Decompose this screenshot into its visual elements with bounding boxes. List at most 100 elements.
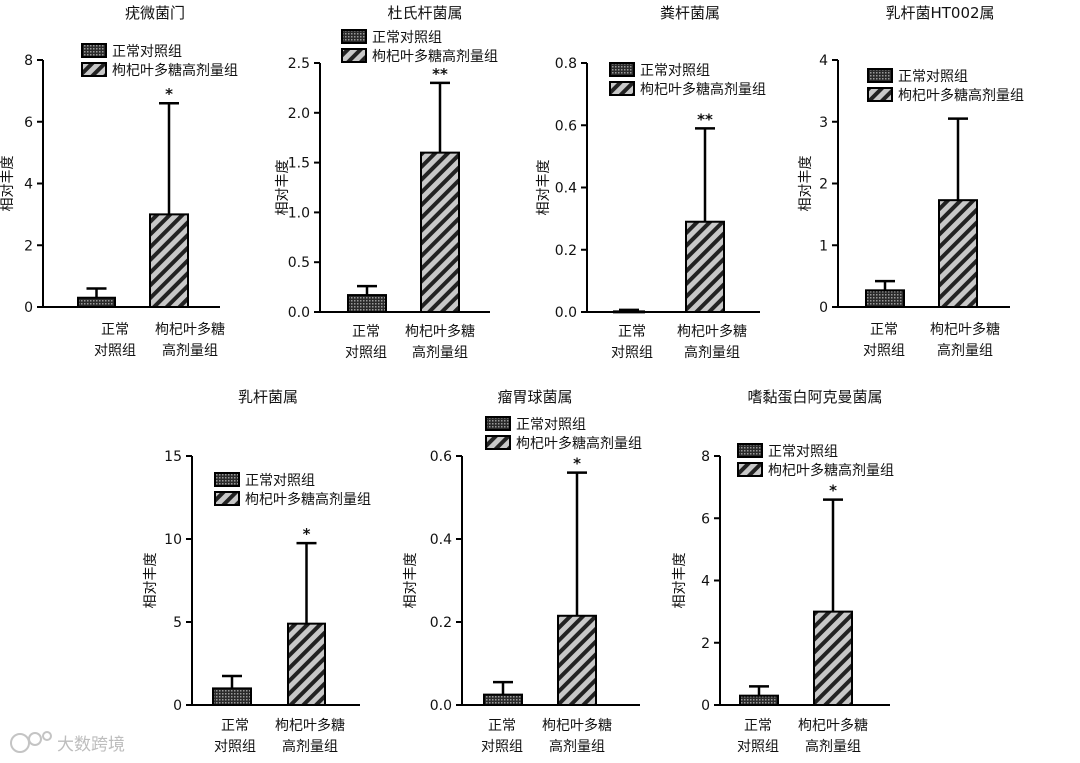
legend-label: 枸杞叶多糖高剂量组 bbox=[372, 48, 498, 65]
chart-panel-7: 嗜黏蛋白阿克曼菌属相对丰度02468*正常对照组枸杞叶多糖高剂量组正常对照组枸杞… bbox=[672, 388, 894, 755]
significance-marker: * bbox=[165, 85, 173, 103]
x-category-label: 正常 bbox=[618, 324, 646, 340]
y-tick-label: 0.4 bbox=[430, 532, 452, 548]
y-tick-label: 6 bbox=[24, 115, 33, 131]
y-tick-label: 4 bbox=[819, 53, 828, 69]
bar-treatment bbox=[557, 614, 597, 707]
significance-marker: ** bbox=[697, 110, 713, 128]
legend-swatch bbox=[609, 62, 635, 77]
bar-control bbox=[483, 693, 523, 706]
x-category-label: 正常 bbox=[744, 718, 772, 734]
watermark-logo-icon bbox=[10, 731, 52, 753]
x-category-label: 对照组 bbox=[481, 739, 523, 755]
y-tick-label: 15 bbox=[164, 449, 182, 465]
y-tick-label: 8 bbox=[24, 53, 33, 69]
bar-treatment bbox=[149, 213, 189, 308]
legend-label: 枸杞叶多糖高剂量组 bbox=[640, 81, 766, 98]
bar-control bbox=[865, 289, 905, 309]
y-tick-label: 6 bbox=[701, 511, 710, 527]
x-category-label: 枸杞叶多糖 bbox=[542, 717, 612, 734]
bar-control bbox=[347, 294, 387, 313]
x-category-label: 高剂量组 bbox=[412, 344, 468, 361]
legend-label: 枸杞叶多糖高剂量组 bbox=[768, 462, 894, 479]
bar-treatment bbox=[938, 199, 978, 308]
significance-marker: * bbox=[573, 455, 581, 473]
x-category-label: 高剂量组 bbox=[937, 342, 993, 359]
bar-treatment bbox=[420, 151, 460, 313]
bar-treatment bbox=[813, 610, 853, 706]
y-tick-label: 0.2 bbox=[555, 243, 577, 259]
legend-label: 正常对照组 bbox=[372, 30, 442, 46]
chart-panel-5: 乳杆菌属相对丰度051015*正常对照组枸杞叶多糖高剂量组正常对照组枸杞叶多糖高… bbox=[143, 388, 371, 755]
charts-layer: 疣微菌门相对丰度02468*正常对照组枸杞叶多糖高剂量组正常对照组枸杞叶多糖高剂… bbox=[0, 4, 1024, 755]
y-axis-label: 相对丰度 bbox=[275, 160, 291, 216]
chart-title: 疣微菌门 bbox=[125, 4, 185, 22]
x-category-label: 枸杞叶多糖 bbox=[930, 321, 1000, 338]
legend-label: 枸杞叶多糖高剂量组 bbox=[898, 87, 1024, 104]
chart-title: 乳杆菌HT002属 bbox=[885, 4, 994, 22]
x-category-label: 高剂量组 bbox=[282, 738, 338, 755]
y-tick-label: 0.4 bbox=[555, 181, 577, 197]
y-tick-label: 5 bbox=[173, 615, 182, 631]
y-tick-label: 0 bbox=[24, 300, 33, 316]
legend-label: 正常对照组 bbox=[245, 473, 315, 489]
significance-marker: * bbox=[829, 482, 837, 500]
x-category-label: 对照组 bbox=[94, 343, 136, 359]
x-category-label: 正常 bbox=[221, 718, 249, 734]
legend-label: 正常对照组 bbox=[898, 69, 968, 85]
chart-title: 杜氏杆菌属 bbox=[387, 4, 462, 22]
x-category-label: 高剂量组 bbox=[549, 738, 605, 755]
y-tick-label: 10 bbox=[164, 532, 182, 548]
x-category-label: 高剂量组 bbox=[684, 344, 740, 361]
legend-swatch bbox=[341, 29, 367, 44]
y-axis-label: 相对丰度 bbox=[0, 156, 16, 212]
y-tick-label: 2 bbox=[819, 177, 828, 193]
legend-label: 枸杞叶多糖高剂量组 bbox=[112, 62, 238, 79]
y-tick-label: 0.0 bbox=[555, 305, 577, 321]
y-tick-label: 0.6 bbox=[430, 449, 452, 465]
x-category-label: 正常 bbox=[352, 324, 380, 340]
x-category-label: 正常 bbox=[101, 322, 129, 338]
y-axis-label: 相对丰度 bbox=[143, 553, 159, 609]
x-category-label: 对照组 bbox=[863, 343, 905, 359]
y-tick-label: 1 bbox=[819, 238, 828, 254]
legend-swatch bbox=[737, 462, 763, 477]
chart-title: 粪杆菌属 bbox=[660, 4, 720, 22]
legend-swatch bbox=[81, 62, 107, 77]
y-tick-label: 4 bbox=[24, 177, 33, 193]
bar-control bbox=[739, 694, 779, 706]
y-tick-label: 0 bbox=[701, 698, 710, 714]
legend-label: 正常对照组 bbox=[640, 63, 710, 79]
y-tick-label: 2 bbox=[701, 636, 710, 652]
y-tick-label: 0.8 bbox=[555, 56, 577, 72]
x-category-label: 枸杞叶多糖 bbox=[155, 321, 225, 338]
chart-title: 乳杆菌属 bbox=[238, 388, 298, 406]
x-category-label: 对照组 bbox=[611, 345, 653, 361]
y-tick-label: 0.5 bbox=[288, 255, 310, 271]
x-category-label: 枸杞叶多糖 bbox=[275, 717, 345, 734]
x-category-label: 对照组 bbox=[737, 739, 779, 755]
legend-swatch bbox=[485, 435, 511, 450]
chart-panel-4: 乳杆菌HT002属相对丰度01234正常对照组枸杞叶多糖高剂量组正常对照组枸杞叶… bbox=[798, 4, 1024, 359]
bar-control bbox=[212, 687, 252, 707]
y-tick-label: 8 bbox=[701, 449, 710, 465]
x-category-label: 对照组 bbox=[345, 345, 387, 361]
x-category-label: 对照组 bbox=[214, 739, 256, 755]
y-tick-label: 0 bbox=[173, 698, 182, 714]
legend-label: 枸杞叶多糖高剂量组 bbox=[516, 435, 642, 452]
legend-swatch bbox=[81, 43, 107, 58]
y-tick-label: 0.0 bbox=[288, 305, 310, 321]
legend-swatch bbox=[341, 48, 367, 63]
legend-label: 正常对照组 bbox=[112, 44, 182, 60]
chart-panel-1: 疣微菌门相对丰度02468*正常对照组枸杞叶多糖高剂量组正常对照组枸杞叶多糖高剂… bbox=[0, 4, 238, 359]
x-category-label: 高剂量组 bbox=[805, 738, 861, 755]
bar-control bbox=[613, 310, 645, 314]
y-tick-label: 0.0 bbox=[430, 698, 452, 714]
y-axis-label: 相对丰度 bbox=[536, 160, 552, 216]
legend-swatch bbox=[737, 443, 763, 458]
y-tick-label: 2.0 bbox=[288, 106, 310, 122]
legend-swatch bbox=[485, 416, 511, 431]
y-tick-label: 1.5 bbox=[288, 156, 310, 172]
